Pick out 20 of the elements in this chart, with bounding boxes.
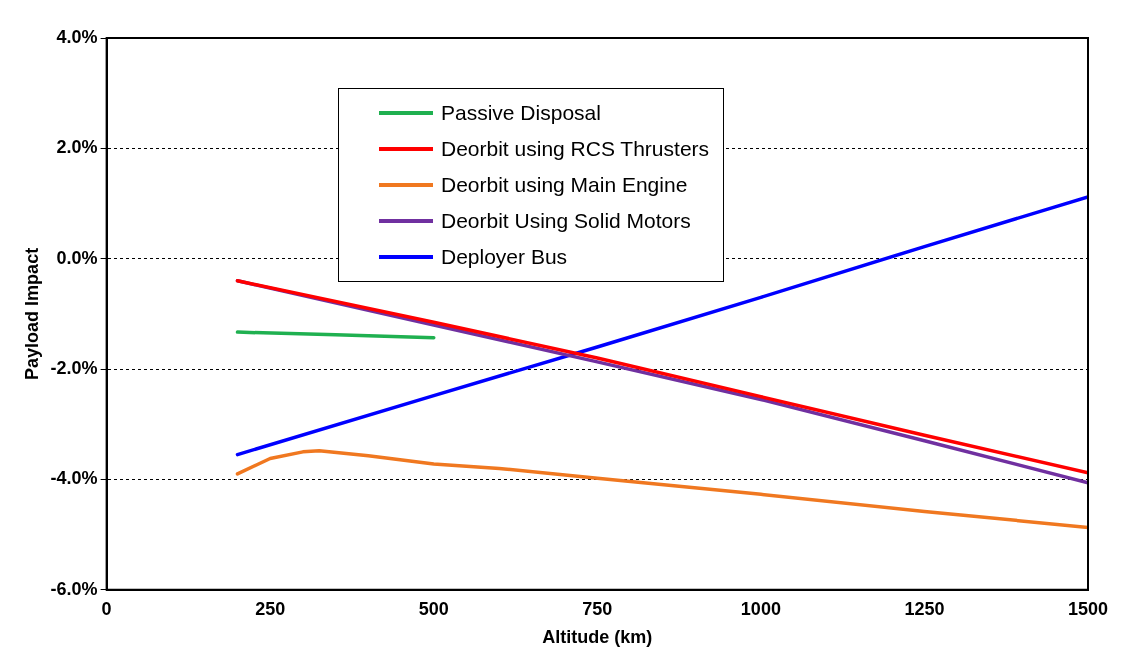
legend-label: Deployer Bus [441, 244, 568, 270]
x-tick-label: 1250 [904, 598, 945, 619]
legend-label: Deorbit using RCS Thrusters [441, 136, 710, 162]
x-axis-title: Altitude (km) [542, 627, 653, 648]
y-tick-label: -4.0% [50, 468, 98, 489]
x-tick-label: 500 [418, 598, 449, 619]
y-tick-label: 0.0% [56, 247, 98, 268]
x-tick-label: 1000 [740, 598, 781, 619]
y-tick-label: 2.0% [56, 137, 98, 158]
x-tick-label: 250 [255, 598, 286, 619]
legend-label: Deorbit using Main Engine [441, 172, 688, 198]
y-tick-label: 4.0% [56, 26, 98, 47]
legend-label: Deorbit Using Solid Motors [441, 208, 691, 234]
y-tick-label: -6.0% [50, 578, 98, 599]
y-tick-label: -2.0% [50, 358, 98, 379]
x-tick-label: 0 [101, 598, 112, 619]
legend-label: Passive Disposal [441, 100, 601, 126]
x-tick-label: 750 [582, 598, 613, 619]
x-tick-label: 1500 [1067, 598, 1109, 619]
y-axis-title: Payload Impact [21, 247, 42, 380]
